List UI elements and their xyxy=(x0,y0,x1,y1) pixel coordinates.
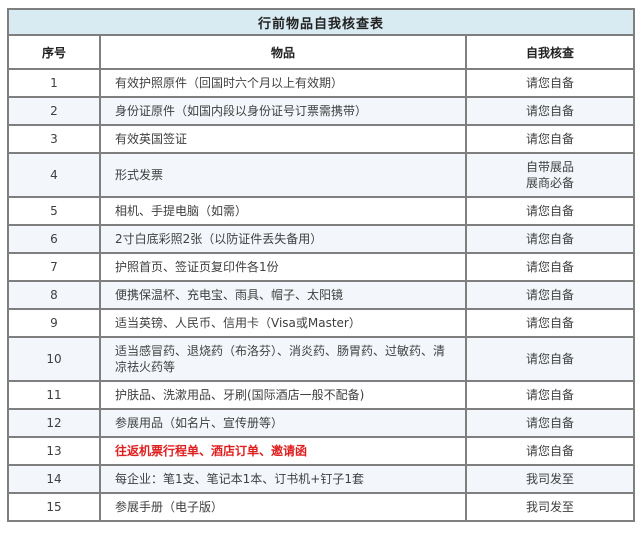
table-row: 1 有效护照原件（回国时六个月以上有效期） 请您自备 xyxy=(7,68,635,98)
item-cell: 护肤品、洗漱用品、牙刷(国际酒店一般不配备) xyxy=(99,380,467,410)
row-number-cell: 9 xyxy=(7,308,101,338)
check-cell: 请您自备 xyxy=(465,252,635,282)
row-number-cell: 10 xyxy=(7,336,101,382)
row-number-cell: 8 xyxy=(7,280,101,310)
row-number-cell: 12 xyxy=(7,408,101,438)
table-row: 14 每企业：笔1支、笔记本1本、订书机+钉子1套 我司发至 xyxy=(7,464,635,494)
column-header-check: 自我核查 xyxy=(465,34,635,70)
check-cell: 请您自备 xyxy=(465,124,635,154)
row-number-cell: 1 xyxy=(7,68,101,98)
column-header-no: 序号 xyxy=(7,34,101,70)
table-row: 5 相机、手提电脑（如需） 请您自备 xyxy=(7,196,635,226)
check-cell: 请您自备 xyxy=(465,280,635,310)
item-cell: 适当感冒药、退烧药（布洛芬）、消炎药、肠胃药、过敏药、清凉祛火药等 xyxy=(99,336,467,382)
row-number-cell: 4 xyxy=(7,152,101,198)
item-cell: 每企业：笔1支、笔记本1本、订书机+钉子1套 xyxy=(99,464,467,494)
row-number-cell: 11 xyxy=(7,380,101,410)
table-row: 6 2寸白底彩照2张（以防证件丢失备用） 请您自备 xyxy=(7,224,635,254)
table-title-row: 行前物品自我核查表 xyxy=(7,8,635,36)
table-row: 2 身份证原件（如国内段以身份证号订票需携带） 请您自备 xyxy=(7,96,635,126)
check-cell: 请您自备 xyxy=(465,308,635,338)
pre-departure-checklist-table: 行前物品自我核查表 序号 物品 自我核查 1 有效护照原件（回国时六个月以上有效期… xyxy=(7,8,635,522)
item-cell: 2寸白底彩照2张（以防证件丢失备用） xyxy=(99,224,467,254)
table-row: 8 便携保温杯、充电宝、雨具、帽子、太阳镜 请您自备 xyxy=(7,280,635,310)
table-row: 11 护肤品、洗漱用品、牙刷(国际酒店一般不配备) 请您自备 xyxy=(7,380,635,410)
column-header-row: 序号 物品 自我核查 xyxy=(7,34,635,70)
row-number-cell: 13 xyxy=(7,436,101,466)
check-cell: 请您自备 xyxy=(465,196,635,226)
row-number-cell: 5 xyxy=(7,196,101,226)
check-cell: 请您自备 xyxy=(465,96,635,126)
check-cell: 自带展品 展商必备 xyxy=(465,152,635,198)
check-cell: 我司发至 xyxy=(465,492,635,522)
table-row: 4 形式发票 自带展品 展商必备 xyxy=(7,152,635,198)
check-cell: 我司发至 xyxy=(465,464,635,494)
check-cell: 请您自备 xyxy=(465,68,635,98)
checklist-page: 行前物品自我核查表 序号 物品 自我核查 1 有效护照原件（回国时六个月以上有效期… xyxy=(7,8,635,522)
check-cell: 请您自备 xyxy=(465,380,635,410)
row-number-cell: 15 xyxy=(7,492,101,522)
item-cell: 有效英国签证 xyxy=(99,124,467,154)
table-row: 10 适当感冒药、退烧药（布洛芬）、消炎药、肠胃药、过敏药、清凉祛火药等 请您自备 xyxy=(7,336,635,382)
row-number-cell: 3 xyxy=(7,124,101,154)
table-row: 7 护照首页、签证页复印件各1份 请您自备 xyxy=(7,252,635,282)
item-cell: 参展用品（如名片、宣传册等） xyxy=(99,408,467,438)
item-cell: 身份证原件（如国内段以身份证号订票需携带） xyxy=(99,96,467,126)
check-cell: 请您自备 xyxy=(465,336,635,382)
item-cell: 相机、手提电脑（如需） xyxy=(99,196,467,226)
table-row: 13 往返机票行程单、酒店订单、邀请函 请您自备 xyxy=(7,436,635,466)
row-number-cell: 14 xyxy=(7,464,101,494)
item-cell: 参展手册（电子版） xyxy=(99,492,467,522)
table-row: 15 参展手册（电子版） 我司发至 xyxy=(7,492,635,522)
row-number-cell: 6 xyxy=(7,224,101,254)
item-cell: 往返机票行程单、酒店订单、邀请函 xyxy=(99,436,467,466)
item-cell: 便携保温杯、充电宝、雨具、帽子、太阳镜 xyxy=(99,280,467,310)
check-cell: 请您自备 xyxy=(465,436,635,466)
table-row: 9 适当英镑、人民币、信用卡（Visa或Master） 请您自备 xyxy=(7,308,635,338)
item-cell: 适当英镑、人民币、信用卡（Visa或Master） xyxy=(99,308,467,338)
item-cell: 有效护照原件（回国时六个月以上有效期） xyxy=(99,68,467,98)
row-number-cell: 7 xyxy=(7,252,101,282)
table-row: 3 有效英国签证 请您自备 xyxy=(7,124,635,154)
row-number-cell: 2 xyxy=(7,96,101,126)
item-cell: 形式发票 xyxy=(99,152,467,198)
table-title: 行前物品自我核查表 xyxy=(7,8,635,36)
table-body: 1 有效护照原件（回国时六个月以上有效期） 请您自备 2 身份证原件（如国内段以身份证号… xyxy=(7,68,635,522)
table-row: 12 参展用品（如名片、宣传册等） 请您自备 xyxy=(7,408,635,438)
item-cell: 护照首页、签证页复印件各1份 xyxy=(99,252,467,282)
column-header-item: 物品 xyxy=(99,34,467,70)
check-cell: 请您自备 xyxy=(465,224,635,254)
check-cell: 请您自备 xyxy=(465,408,635,438)
